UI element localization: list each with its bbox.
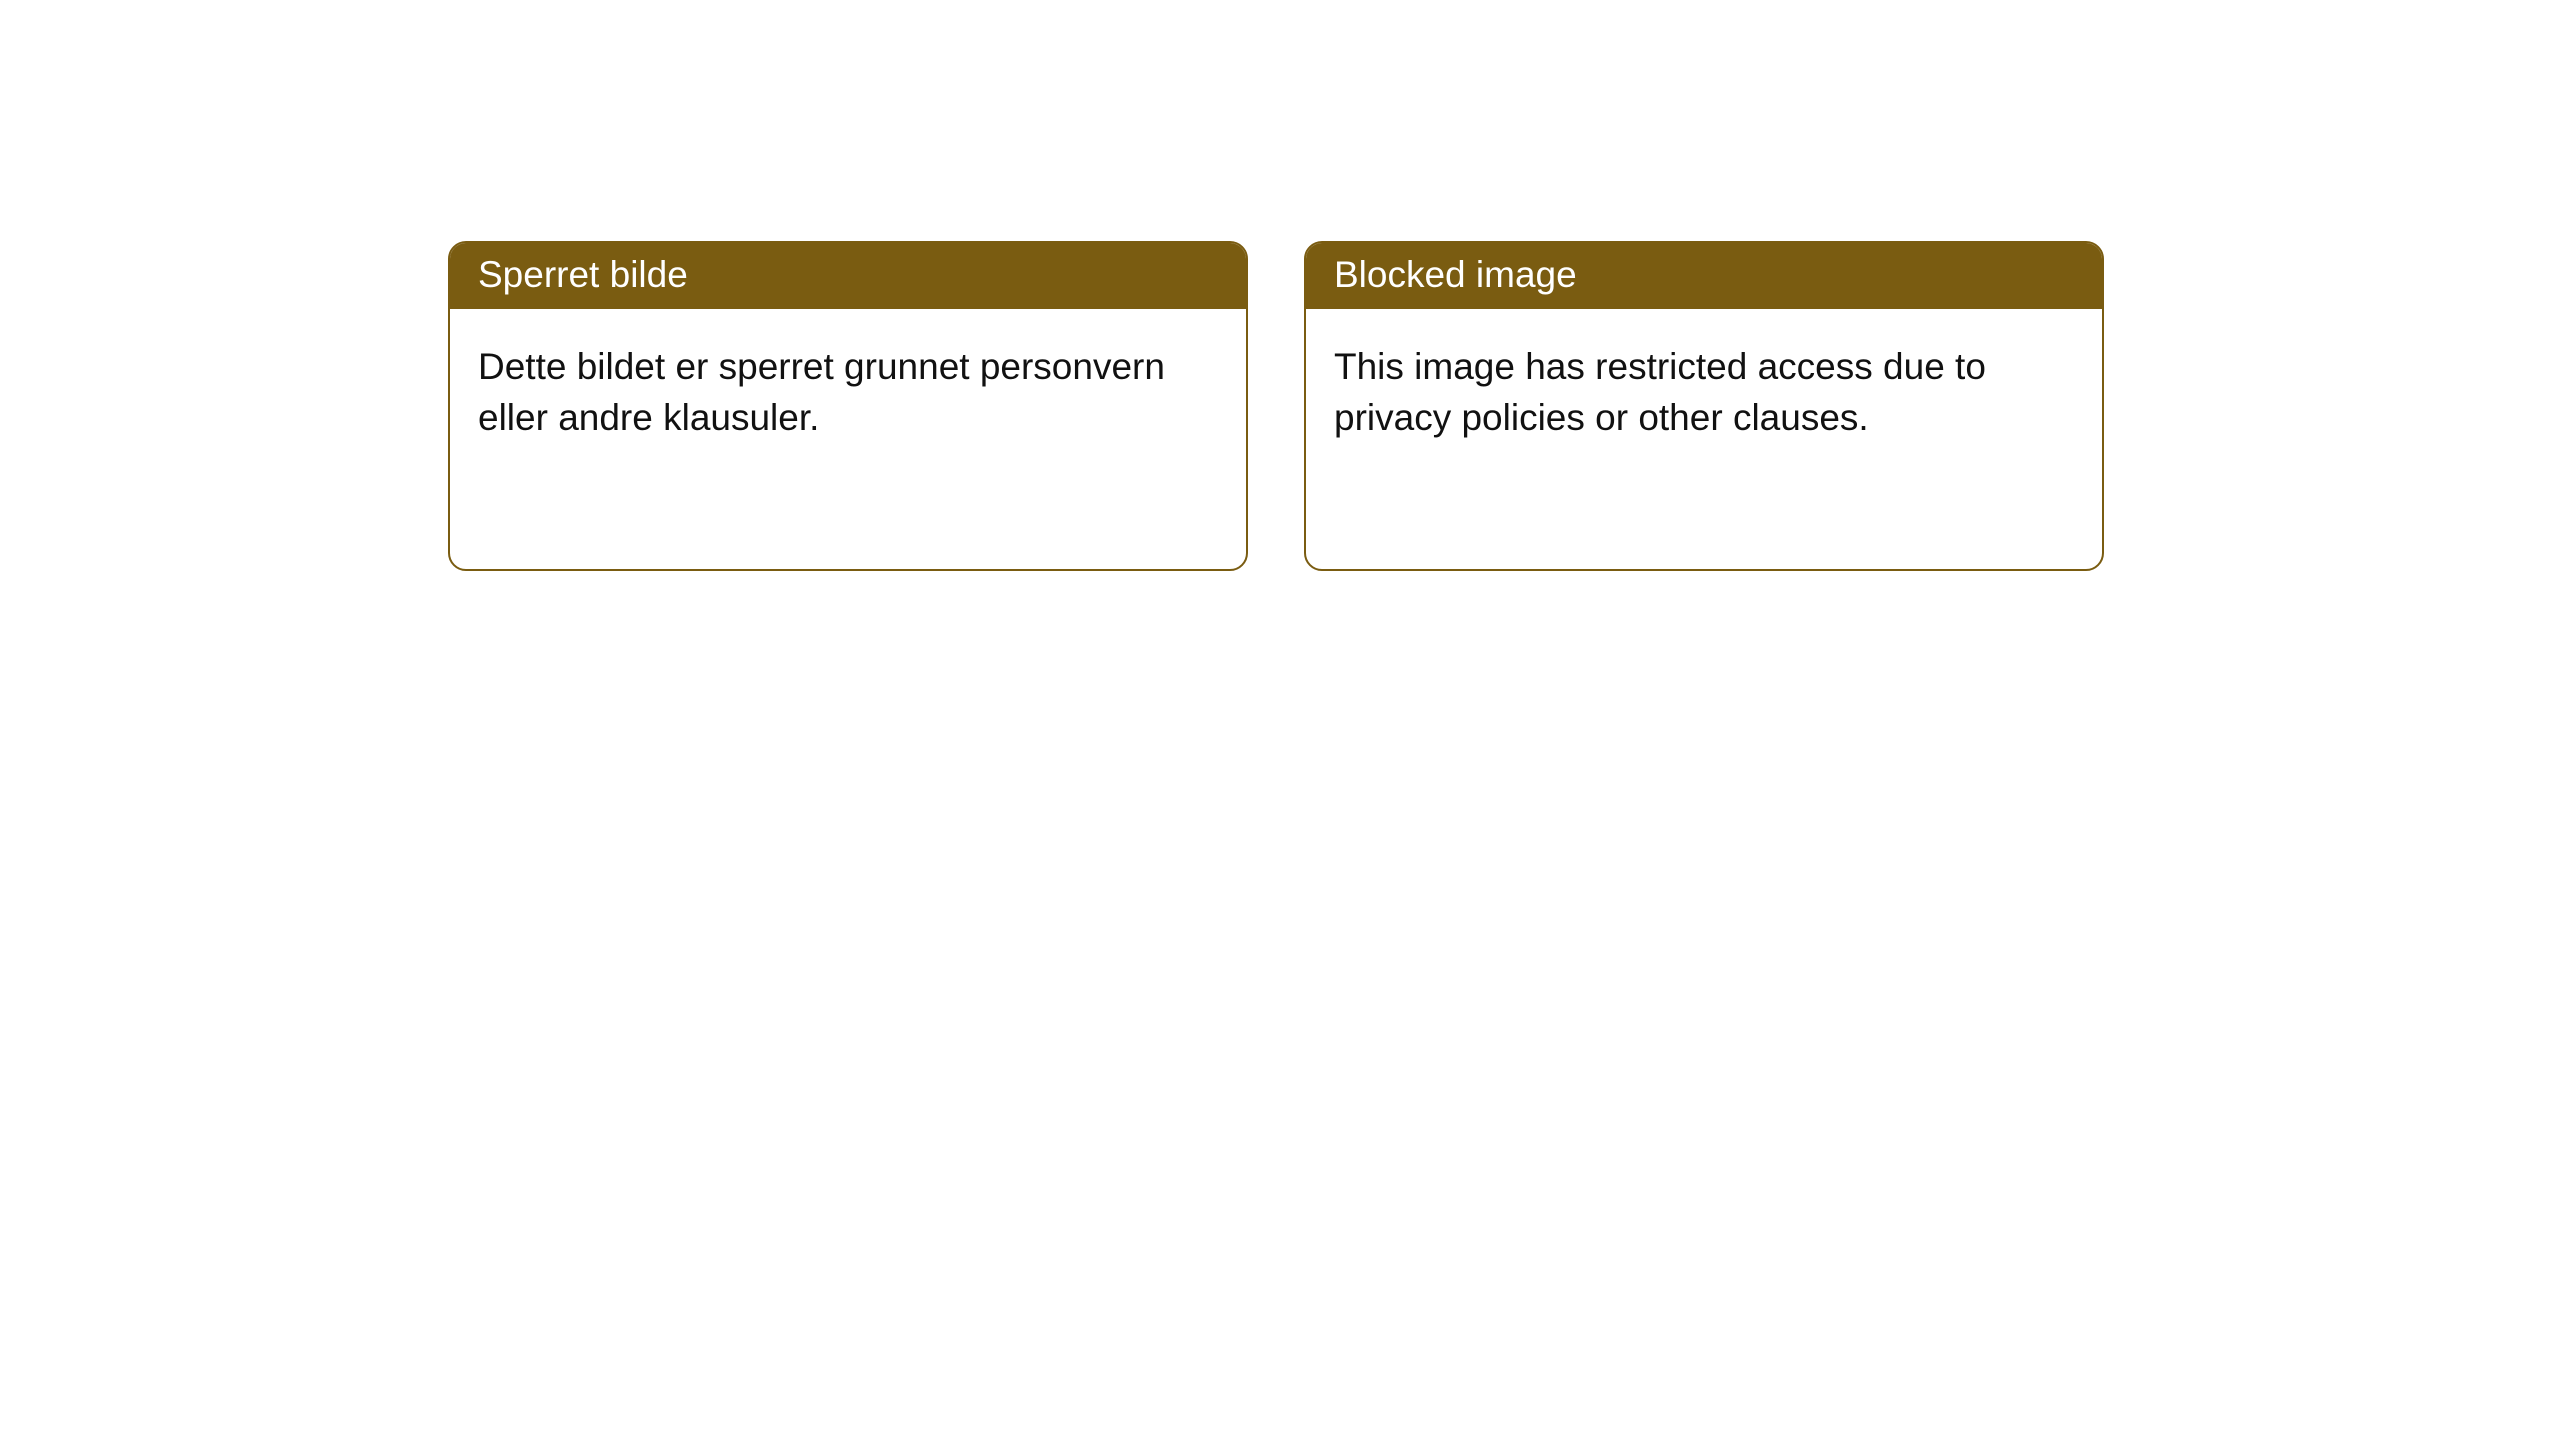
notice-box-norwegian: Sperret bilde Dette bildet er sperret gr… [448, 241, 1248, 571]
notice-body: This image has restricted access due to … [1306, 309, 2102, 569]
notice-body: Dette bildet er sperret grunnet personve… [450, 309, 1246, 569]
notice-box-english: Blocked image This image has restricted … [1304, 241, 2104, 571]
notice-container: Sperret bilde Dette bildet er sperret gr… [448, 241, 2104, 571]
notice-title: Sperret bilde [450, 243, 1246, 309]
notice-title: Blocked image [1306, 243, 2102, 309]
